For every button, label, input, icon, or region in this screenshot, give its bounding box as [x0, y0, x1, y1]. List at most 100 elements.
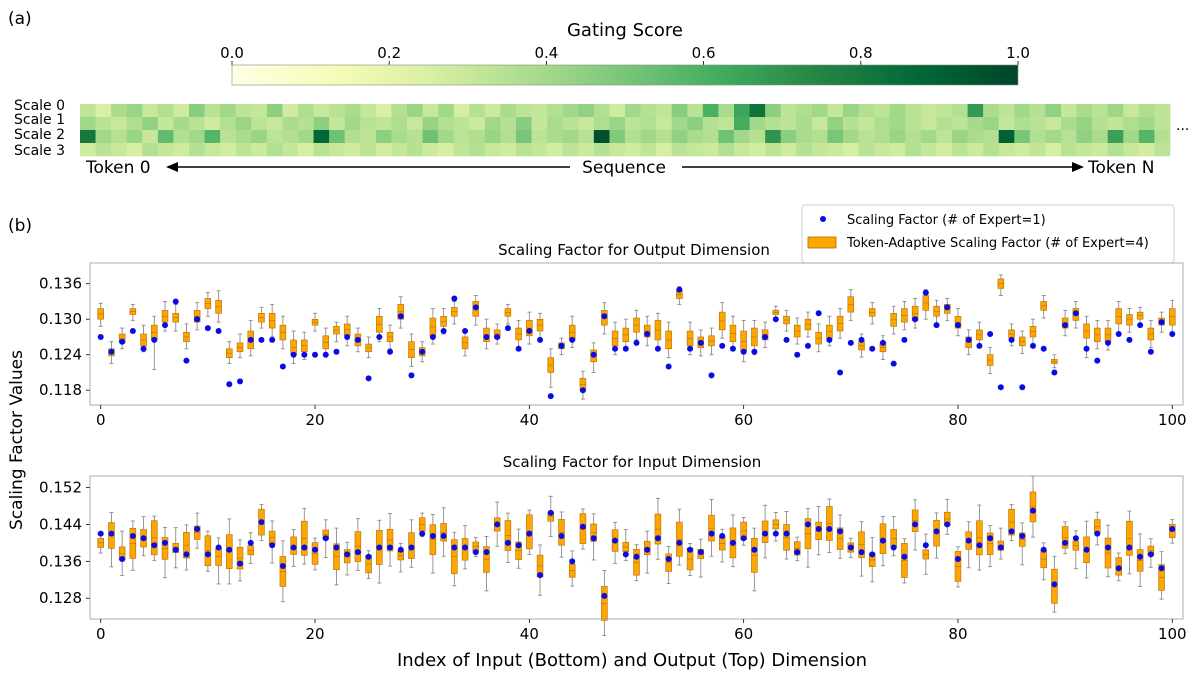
scaling-factor-dot	[237, 378, 244, 385]
heatmap-cell	[126, 104, 143, 118]
heatmap-cell	[484, 104, 501, 118]
heatmap-cell	[656, 143, 673, 157]
scaling-factor-dot	[472, 304, 479, 311]
scaling-factor-dot	[601, 313, 608, 320]
heatmap-cell	[1061, 104, 1077, 118]
scaling-factor-dot	[258, 519, 265, 526]
heatmap-cell	[407, 104, 423, 118]
heatmap-cell	[796, 143, 813, 157]
heatmap-cell	[407, 143, 423, 157]
heatmap-cell	[827, 117, 844, 131]
scaling-factor-dot	[1019, 384, 1026, 391]
heatmap-cell	[998, 104, 1015, 118]
scaling-factor-dot	[483, 549, 490, 556]
scaling-factor-dot	[965, 336, 972, 343]
scaling-factor-dot	[987, 331, 994, 337]
heatmap-cell	[967, 117, 984, 131]
legend: Scaling Factor (# of Expert=1) Token-Ada…	[801, 204, 1175, 264]
heatmap-cell	[1138, 104, 1155, 118]
scaling-factor-dot	[162, 322, 169, 329]
heatmap-cell	[998, 117, 1015, 131]
scaling-factor-dot	[976, 342, 983, 349]
colorbar-ticks: 0.0 0.2 0.4 0.6 0.8 1.0	[220, 44, 1030, 65]
x-tick-label: 40	[520, 411, 539, 429]
scaling-factor-dot	[794, 351, 801, 358]
heatmap-cell	[1045, 130, 1062, 144]
heatmap-cell	[718, 104, 735, 118]
heatmap-cell	[811, 117, 828, 131]
heatmap-cell	[843, 143, 859, 157]
sequence-label: Sequence	[582, 158, 666, 178]
heatmap-cell	[718, 143, 735, 157]
x-tick-label: 20	[305, 625, 324, 643]
heatmap-cell	[905, 104, 922, 118]
heatmap-cell	[952, 104, 968, 118]
scaling-factor-dot	[483, 333, 490, 340]
scaling-factor-dot	[976, 542, 983, 549]
y-tick-label: 0.128	[39, 589, 82, 607]
row-label-scale-3: Scale 3	[14, 143, 65, 159]
scaling-factor-dot	[751, 546, 758, 553]
colorbar-tick-label: 0.4	[534, 44, 558, 62]
heatmap-cell	[453, 130, 470, 144]
heatmap-cell	[765, 104, 782, 118]
heatmap-cell	[157, 117, 174, 131]
heatmap-cell	[282, 104, 299, 118]
heatmap-cell	[1061, 143, 1077, 157]
y-tick-label: 0.136	[39, 552, 82, 570]
heatmap-cell	[1014, 143, 1031, 157]
heatmap-cell	[313, 117, 330, 131]
heatmap-ellipsis: ...	[1176, 118, 1189, 134]
scaling-factor-dot	[762, 333, 769, 340]
heatmap-cell	[1107, 117, 1124, 131]
heatmap-cell	[1154, 117, 1171, 131]
heatmap-cell	[765, 117, 782, 131]
scaling-factor-dot	[654, 535, 661, 542]
y-tick-label: 0.118	[39, 381, 82, 399]
scaling-factor-dot	[1147, 551, 1154, 558]
scaling-factor-dot	[183, 357, 190, 364]
scaling-factor-dot	[247, 336, 254, 343]
scaling-factor-dot	[879, 339, 886, 346]
heatmap-cell	[375, 117, 392, 131]
heatmap-cell	[516, 104, 532, 118]
heatmap-cell	[702, 130, 719, 144]
scaling-factor-dot	[901, 553, 908, 560]
scaling-factor-dot	[194, 316, 201, 323]
colorbar-tick-label: 0.2	[377, 44, 401, 62]
heatmap-cell	[500, 143, 517, 157]
scaling-factor-dot	[1029, 342, 1036, 349]
scaling-factor-dot	[204, 551, 211, 558]
heatmap-cell	[547, 104, 564, 118]
scaling-factor-dot	[1040, 345, 1047, 352]
heatmap-cell	[220, 104, 237, 118]
scaling-factor-dot	[97, 333, 104, 340]
x-axis-label: Index of Input (Bottom) and Output (Top)…	[397, 650, 867, 671]
scaling-factor-dot	[612, 345, 619, 352]
heatmap-cell	[983, 104, 1000, 118]
heatmap-cell	[391, 117, 408, 131]
scaling-factor-dot	[944, 304, 951, 311]
scaling-factor-dot	[1008, 528, 1015, 535]
heatmap-cell	[920, 143, 937, 157]
scaling-factor-dot	[847, 339, 854, 346]
heatmap-cell	[765, 143, 782, 157]
scaling-factor-dot	[1158, 565, 1165, 572]
scaling-factor-dot	[847, 544, 854, 551]
output-y-axis: 0.118 0.124 0.130 0.136	[39, 275, 90, 399]
legend-dot-label: Scaling Factor (# of Expert=1)	[847, 213, 1046, 228]
heatmap-cell	[905, 143, 922, 157]
heatmap-cell	[749, 104, 766, 118]
heatmap-cell	[858, 143, 875, 157]
heatmap-cell	[360, 143, 377, 157]
heatmap-cell	[204, 104, 221, 118]
x-tick-label: 20	[305, 411, 324, 429]
scaling-factor-dot	[719, 342, 726, 349]
scaling-factor-dot	[322, 351, 329, 358]
heatmap-cell	[796, 104, 813, 118]
scaling-factor-dot	[783, 336, 790, 343]
heatmap-cell	[874, 104, 891, 118]
heatmap-cell	[967, 130, 984, 144]
heatmap-cell	[1123, 117, 1140, 131]
scaling-factor-dot	[622, 551, 629, 558]
